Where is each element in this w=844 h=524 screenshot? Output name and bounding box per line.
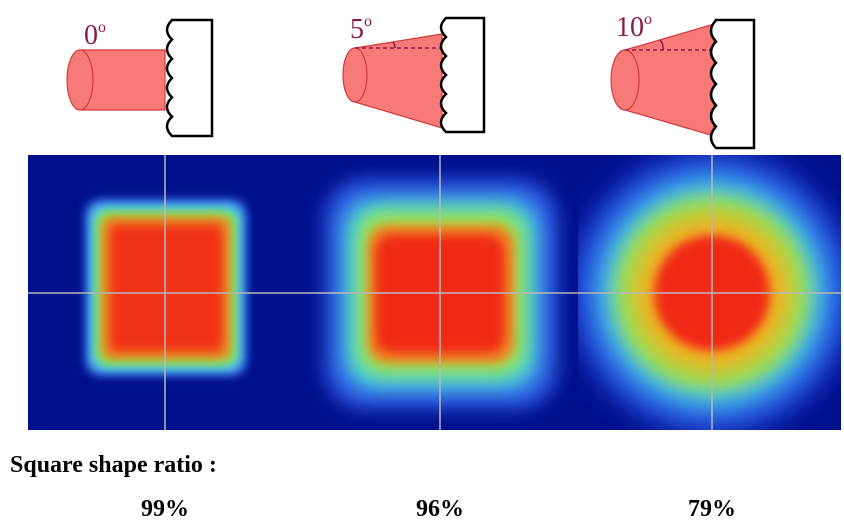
angle-label: 0o: [84, 19, 106, 51]
ratio: 79%: [688, 496, 736, 522]
figure: 0o 5o 10o Square shape ratio : 99% 96% 7…: [0, 0, 844, 524]
diagram-5deg: 5o: [343, 13, 484, 132]
ratio: 96%: [416, 496, 464, 522]
angle-label: 10o: [616, 11, 652, 43]
ratio: 99%: [141, 496, 189, 522]
diagram-10deg: 10o: [611, 11, 754, 148]
beam-profile-10deg: [572, 153, 844, 433]
beam-profile-5deg: [302, 155, 578, 430]
diagram-0deg: 0o: [67, 19, 212, 136]
page: 0o 5o 10o Square shape ratio : 99% 96% 7…: [0, 0, 844, 524]
beam-profile-0deg: [28, 155, 302, 430]
caption: Square shape ratio :: [10, 452, 217, 478]
angle-label: 5o: [350, 13, 372, 45]
